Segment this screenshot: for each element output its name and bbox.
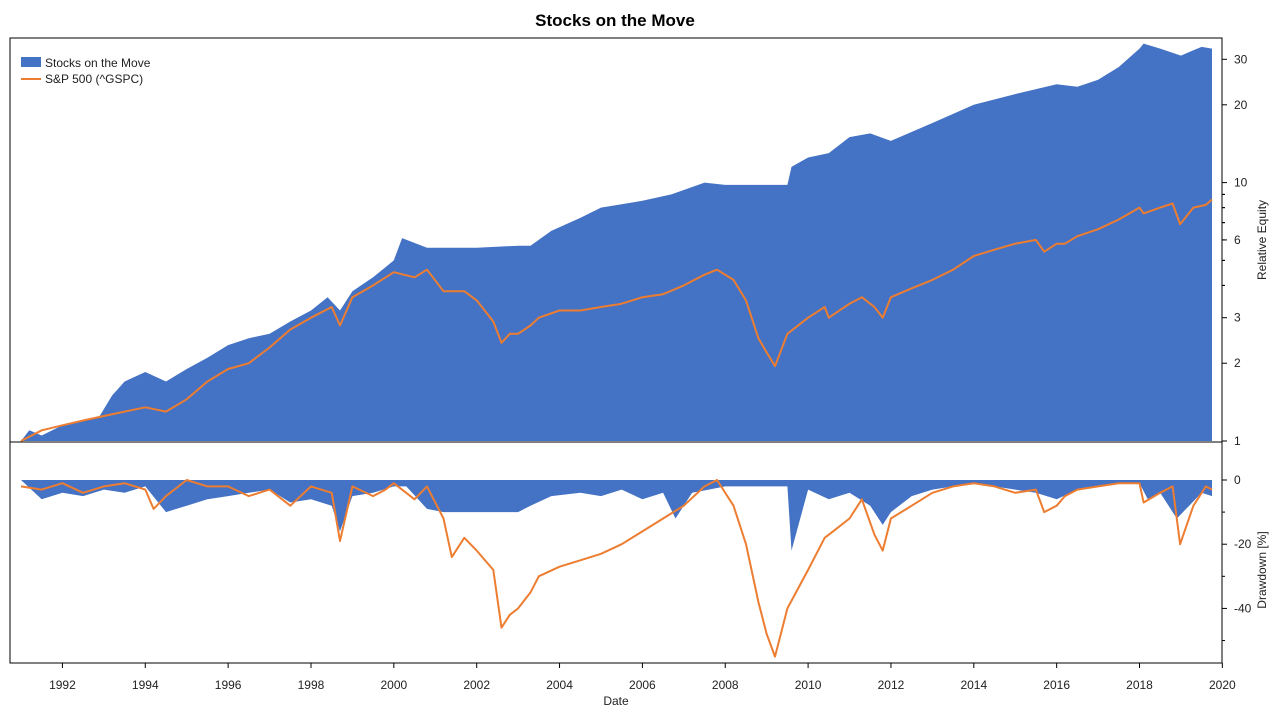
drawdown-line-benchmark: [20, 479, 1213, 658]
equity-y-tick-label: 6: [1234, 233, 1241, 247]
x-tick-label: 1996: [215, 678, 242, 692]
x-tick-label: 2006: [629, 678, 656, 692]
x-tick-label: 1992: [49, 678, 76, 692]
x-tick-label: 2018: [1126, 678, 1153, 692]
equity-panel: 1 2 3 6 10 20 30 Relative Equity Stocks on the…: [9, 37, 1269, 448]
drawdown-y-tick-label: 0: [1234, 473, 1241, 487]
x-tick-label: 2014: [960, 678, 987, 692]
equity-y-tick-label: 20: [1234, 98, 1248, 112]
x-axis: 1992 1994 1996 1998 2000 2002 2004 2006 2008 2010…: [49, 663, 1236, 692]
equity-y-tick-label: 3: [1234, 311, 1241, 325]
x-tick-label: 2004: [546, 678, 573, 692]
legend-swatch-strategy: [21, 57, 41, 67]
x-tick-label: 2002: [463, 678, 490, 692]
equity-y-axis-label: Relative Equity: [1255, 200, 1269, 280]
legend: Stocks on the Move S&P 500 (^GSPC): [21, 56, 151, 86]
drawdown-area-strategy: [21, 480, 1212, 551]
x-tick-label: 2010: [795, 678, 822, 692]
equity-y-tick-label: 10: [1234, 176, 1248, 190]
drawdown-y-axis-label: Drawdown [%]: [1255, 531, 1269, 608]
x-tick-label: 1998: [298, 678, 325, 692]
x-tick-label: 2000: [380, 678, 407, 692]
x-tick-label: 1994: [132, 678, 159, 692]
legend-label-benchmark: S&P 500 (^GSPC): [45, 72, 143, 86]
drawdown-y-tick-label: -20: [1234, 537, 1252, 551]
x-tick-label: 2008: [712, 678, 739, 692]
x-tick-label: 2020: [1209, 678, 1236, 692]
x-tick-label: 2012: [878, 678, 905, 692]
equity-area-strategy: [21, 43, 1212, 441]
x-axis-label: Date: [603, 694, 629, 708]
chart-title: Stocks on the Move: [535, 11, 695, 30]
legend-label-strategy: Stocks on the Move: [45, 56, 151, 70]
drawdown-plot-frame: [9, 441, 1223, 664]
equity-y-tick-label: 30: [1234, 52, 1248, 66]
equity-y-ticks: 1 2 3 6 10 20 30: [1222, 52, 1248, 448]
x-tick-label: 2016: [1043, 678, 1070, 692]
drawdown-y-tick-label: -40: [1234, 601, 1252, 615]
drawdown-y-ticks: 0 -20 -40: [1222, 473, 1252, 642]
equity-y-tick-label: 1: [1234, 434, 1241, 448]
equity-y-tick-label: 2: [1234, 356, 1241, 370]
equity-line-benchmark: [20, 198, 1213, 442]
drawdown-panel: 0 -20 -40 Drawdown [%]: [9, 441, 1269, 664]
